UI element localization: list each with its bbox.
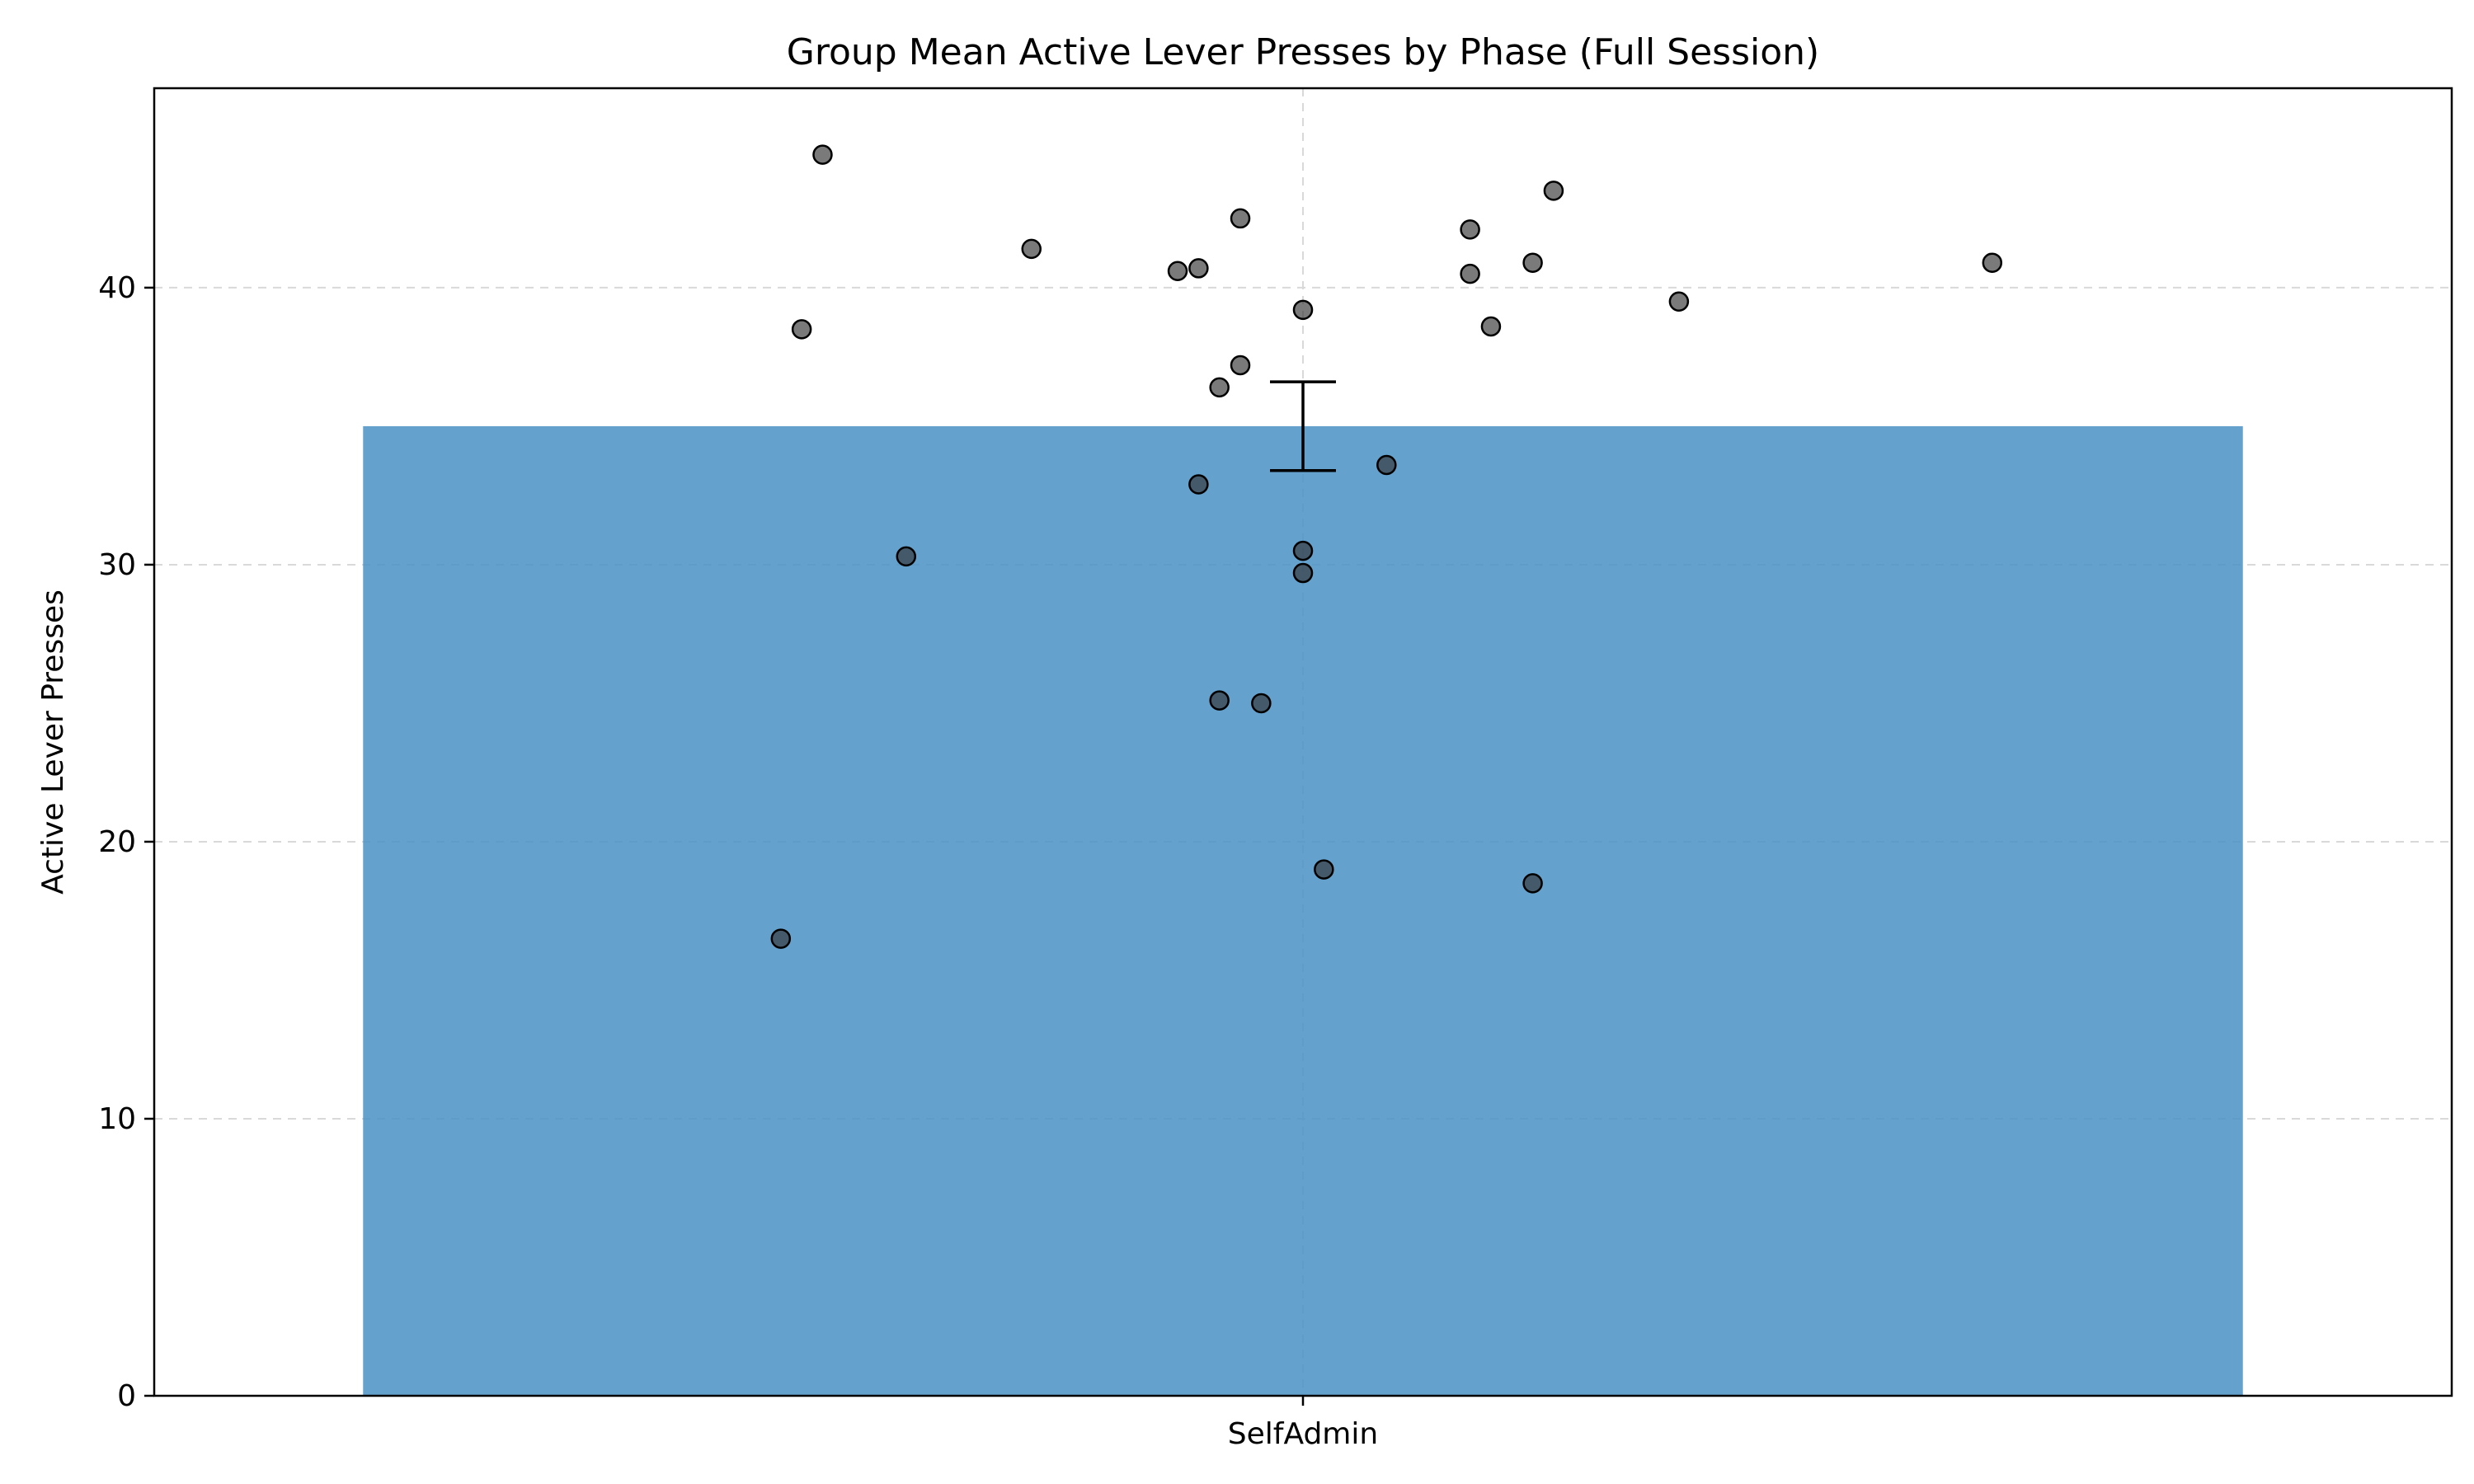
data-point xyxy=(1982,252,2003,273)
data-point xyxy=(1543,181,1564,201)
data-point xyxy=(770,928,792,949)
y-tick-label: 20 xyxy=(98,825,136,859)
data-point xyxy=(1251,693,1272,714)
data-point xyxy=(1021,238,1042,260)
error-bars xyxy=(1270,380,1336,472)
data-point xyxy=(1167,261,1188,282)
y-tick-label: 10 xyxy=(98,1102,136,1136)
data-point xyxy=(1230,355,1251,376)
data-point xyxy=(791,319,812,340)
x-axis-ticks: SelfAdmin xyxy=(1228,1396,1378,1451)
x-tick-label: SelfAdmin xyxy=(1228,1417,1378,1451)
y-tick-label: 30 xyxy=(98,548,136,582)
data-points xyxy=(770,144,2003,949)
data-point xyxy=(1314,859,1334,880)
data-point xyxy=(1522,252,1543,273)
data-point xyxy=(1292,299,1314,321)
data-point xyxy=(1209,690,1230,711)
bar xyxy=(363,425,2243,1396)
data-point xyxy=(812,144,833,165)
data-point xyxy=(1460,219,1480,240)
data-point xyxy=(1376,454,1397,476)
y-tick-label: 40 xyxy=(98,271,136,305)
data-point xyxy=(1292,540,1314,561)
data-point xyxy=(896,546,917,567)
data-point xyxy=(1522,873,1543,894)
y-axis-label: Active Lever Presses xyxy=(36,589,70,895)
data-point xyxy=(1668,291,1690,312)
data-point xyxy=(1209,377,1230,398)
data-point xyxy=(1230,208,1251,229)
bars xyxy=(363,425,2243,1396)
y-tick-label: 0 xyxy=(117,1379,136,1413)
data-point xyxy=(1460,263,1480,284)
data-point xyxy=(1188,474,1209,495)
data-point xyxy=(1188,258,1209,279)
data-point xyxy=(1292,562,1314,584)
data-point xyxy=(1480,316,1502,337)
y-axis-ticks: 0 10 20 30 40 xyxy=(98,271,154,1413)
chart-title: Group Mean Active Lever Presses by Phase… xyxy=(787,31,1819,73)
